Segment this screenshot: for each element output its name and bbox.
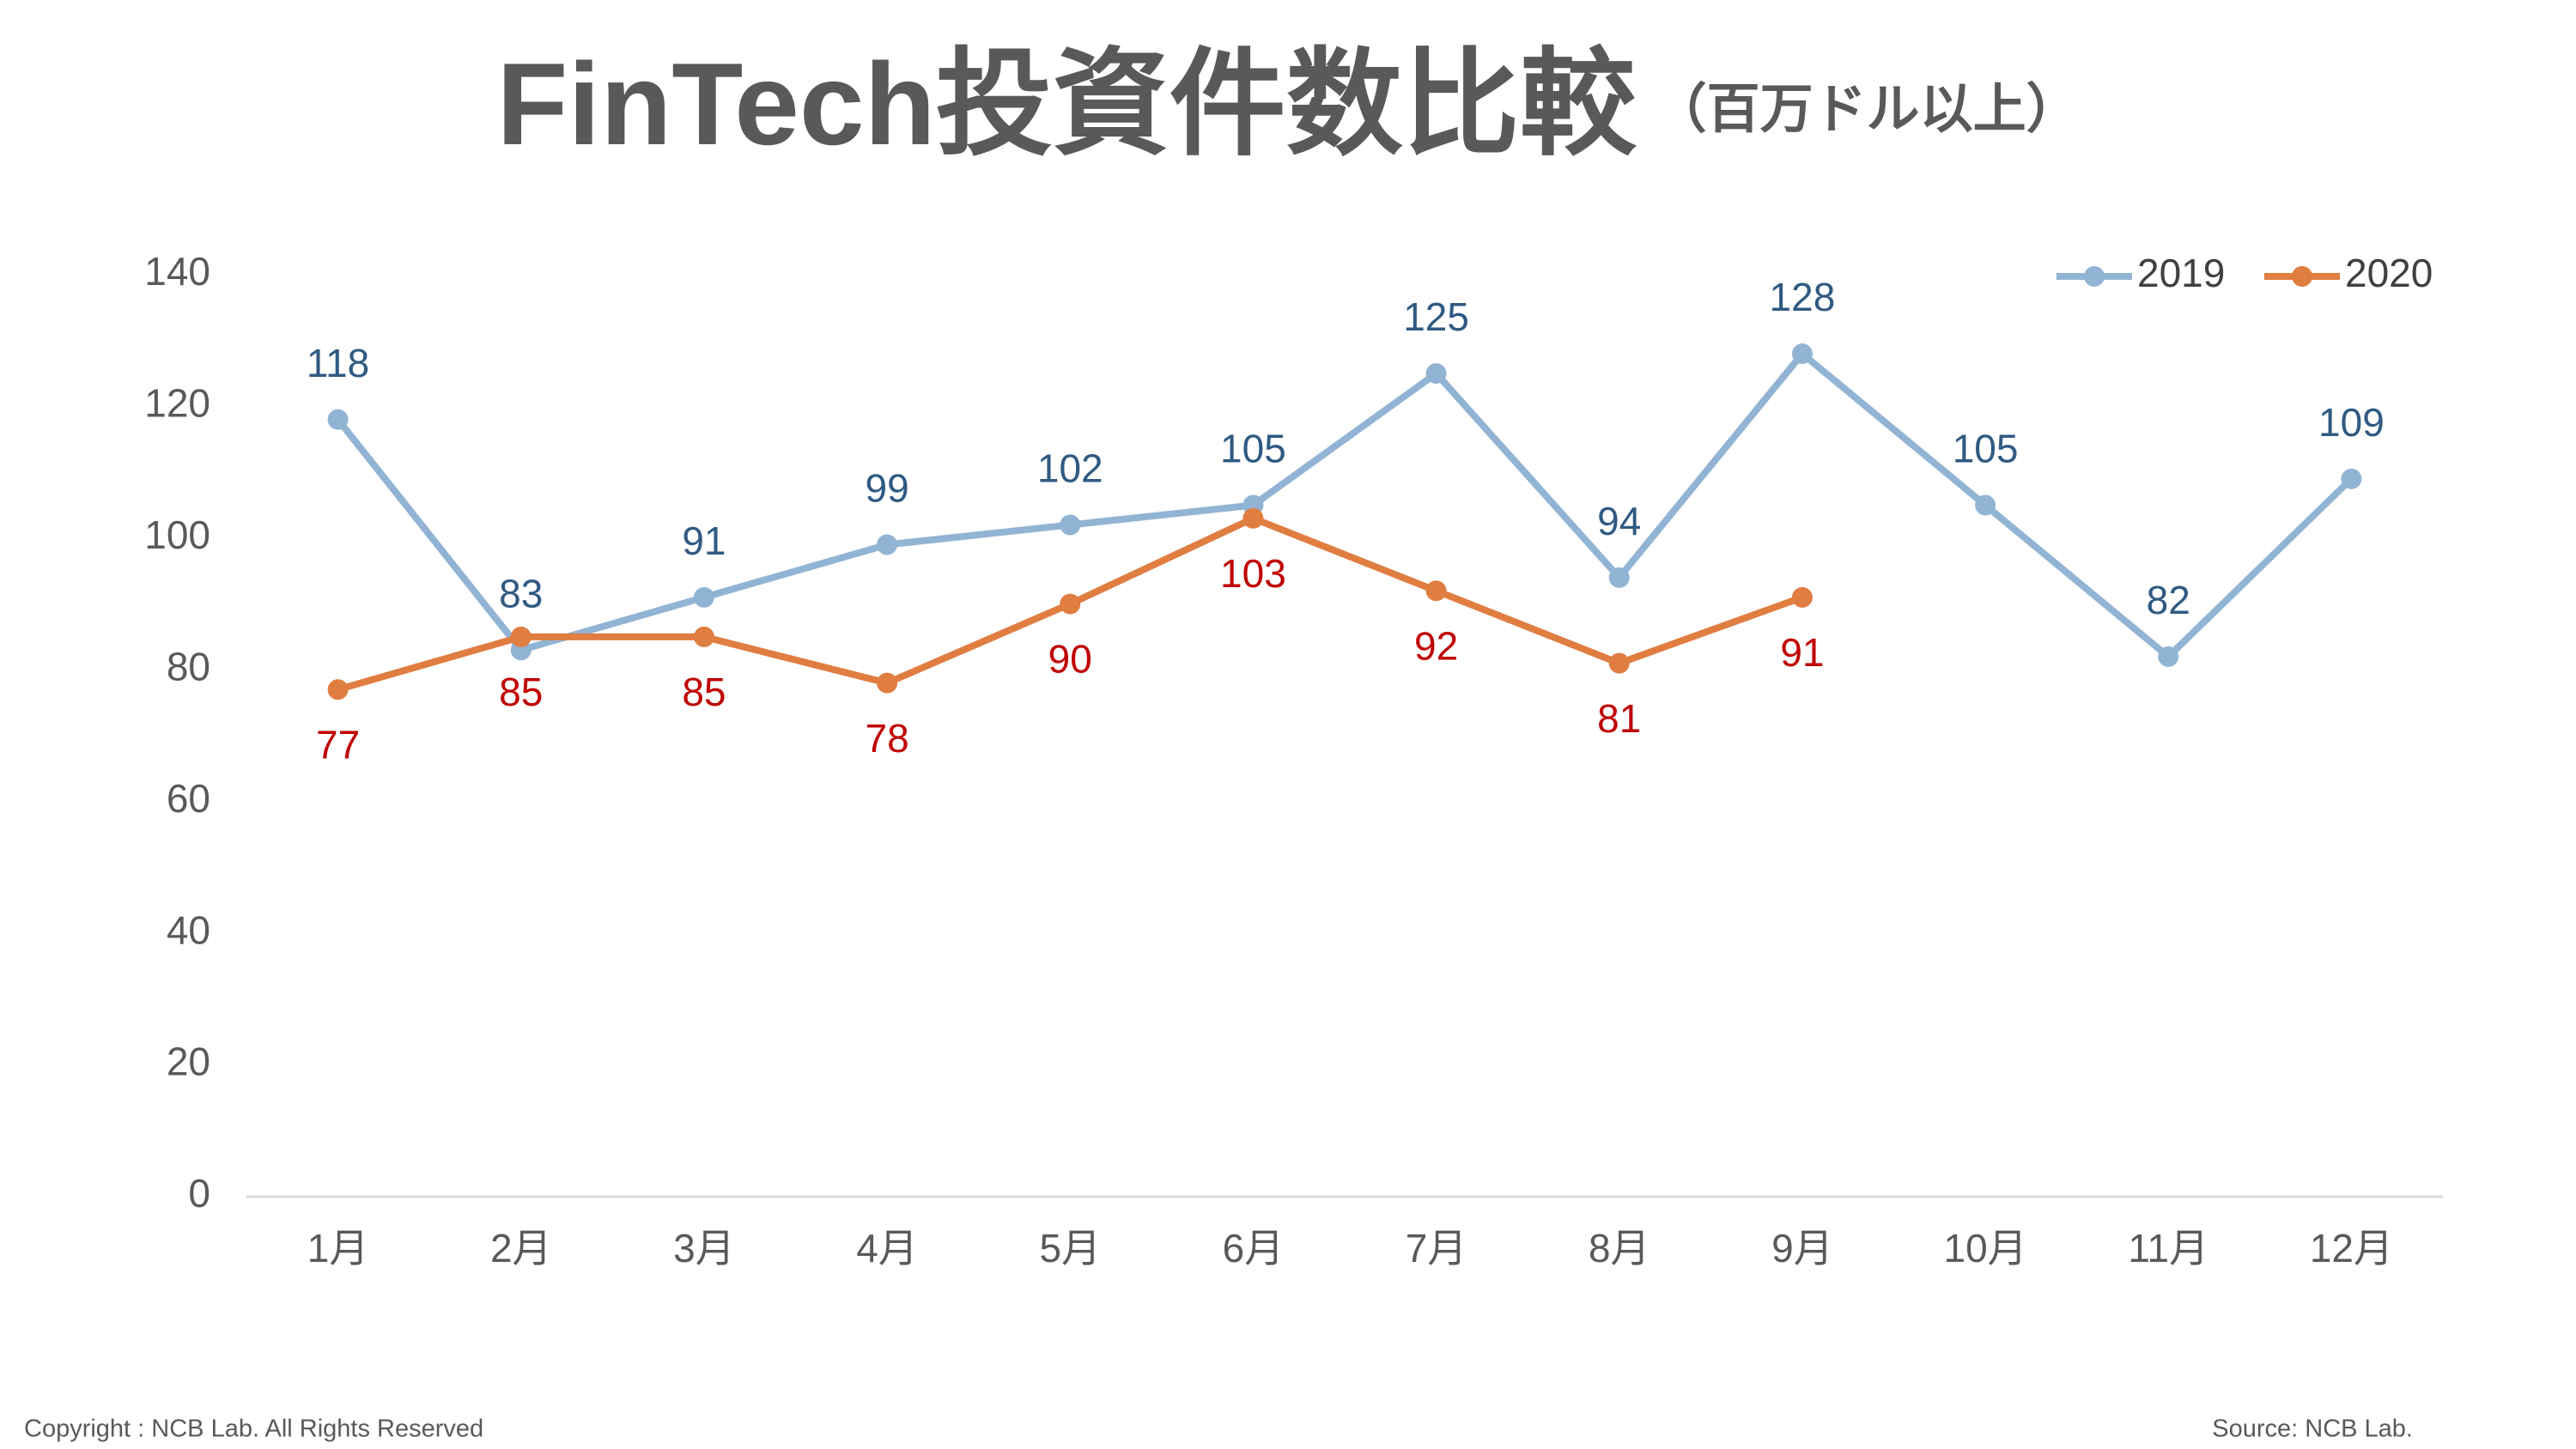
- point: [693, 626, 714, 647]
- data-label: 82: [2147, 578, 2190, 622]
- y-tick-label: 100: [144, 512, 210, 557]
- point: [1791, 343, 1813, 365]
- x-tick-label: 7月: [1406, 1226, 1467, 1270]
- x-tick-label: 10月: [1943, 1226, 2026, 1270]
- data-label: 90: [1048, 637, 1092, 682]
- x-tick-label: 11月: [2128, 1226, 2208, 1270]
- data-label: 85: [499, 670, 543, 714]
- x-tick-label: 5月: [1039, 1226, 1101, 1270]
- point: [1608, 567, 1630, 588]
- x-tick-label: 6月: [1223, 1226, 1285, 1270]
- y-tick-label: 80: [167, 644, 210, 688]
- point: [877, 672, 898, 694]
- y-tick-label: 0: [188, 1171, 210, 1216]
- source: Source: NCB Lab.: [2212, 1416, 2413, 1443]
- point: [877, 534, 898, 555]
- data-label: 99: [865, 466, 908, 511]
- point: [1242, 507, 1264, 529]
- x-tick-label: 3月: [673, 1226, 735, 1270]
- data-label: 77: [316, 722, 360, 767]
- copyright: Copyright : NCB Lab. All Rights Reserved: [24, 1416, 483, 1443]
- data-label: 128: [1770, 275, 1836, 319]
- point: [1608, 652, 1630, 674]
- y-tick-label: 40: [167, 907, 210, 952]
- point: [1975, 494, 1996, 516]
- y-tick-label: 140: [144, 249, 210, 294]
- x-tick-label: 4月: [856, 1226, 918, 1270]
- data-label: 85: [682, 670, 726, 714]
- chart-subtitle: （百万ドル以上）: [1654, 79, 2080, 139]
- point: [1791, 586, 1813, 608]
- point: [327, 409, 349, 430]
- point: [1425, 580, 1447, 602]
- y-tick-label: 20: [167, 1040, 210, 1084]
- point: [327, 679, 349, 700]
- data-label: 83: [499, 571, 543, 615]
- legend-marker: [2084, 266, 2105, 287]
- point: [1060, 593, 1081, 615]
- data-label: 91: [682, 518, 726, 563]
- x-tick-label: 8月: [1589, 1226, 1650, 1270]
- point: [2158, 646, 2179, 667]
- data-label: 125: [1403, 294, 1469, 339]
- legend-marker: [2292, 266, 2312, 287]
- legend-label: 2020: [2345, 251, 2433, 295]
- data-label: 109: [2318, 400, 2385, 445]
- x-tick-label: 2月: [490, 1226, 552, 1270]
- chart-title: FinTech投資件数比較: [496, 39, 1637, 169]
- data-label: 92: [1414, 623, 1458, 668]
- series-line: [335, 350, 2354, 660]
- data-label: 105: [1953, 427, 2019, 471]
- point: [1425, 363, 1447, 385]
- data-label: 81: [1597, 696, 1641, 741]
- data-label: 103: [1220, 551, 1286, 596]
- chart-title-group: FinTech投資件数比較 （百万ドル以上）: [496, 39, 2079, 169]
- x-tick-label: 9月: [1771, 1226, 1833, 1270]
- data-label: 94: [1597, 499, 1641, 543]
- point: [510, 626, 532, 647]
- data-label: 105: [1220, 427, 1286, 471]
- data-label: 118: [307, 341, 369, 385]
- point: [1060, 514, 1081, 536]
- y-tick-label: 60: [167, 776, 210, 821]
- x-tick-label: 12月: [2310, 1226, 2393, 1270]
- x-tick-label: 1月: [307, 1226, 369, 1270]
- data-label: 102: [1037, 446, 1103, 491]
- point: [2341, 468, 2362, 489]
- legend-label: 2019: [2137, 251, 2225, 295]
- y-tick-label: 120: [144, 381, 210, 426]
- data-label: 78: [865, 716, 908, 761]
- data-label: 91: [1780, 630, 1824, 675]
- point: [693, 586, 714, 608]
